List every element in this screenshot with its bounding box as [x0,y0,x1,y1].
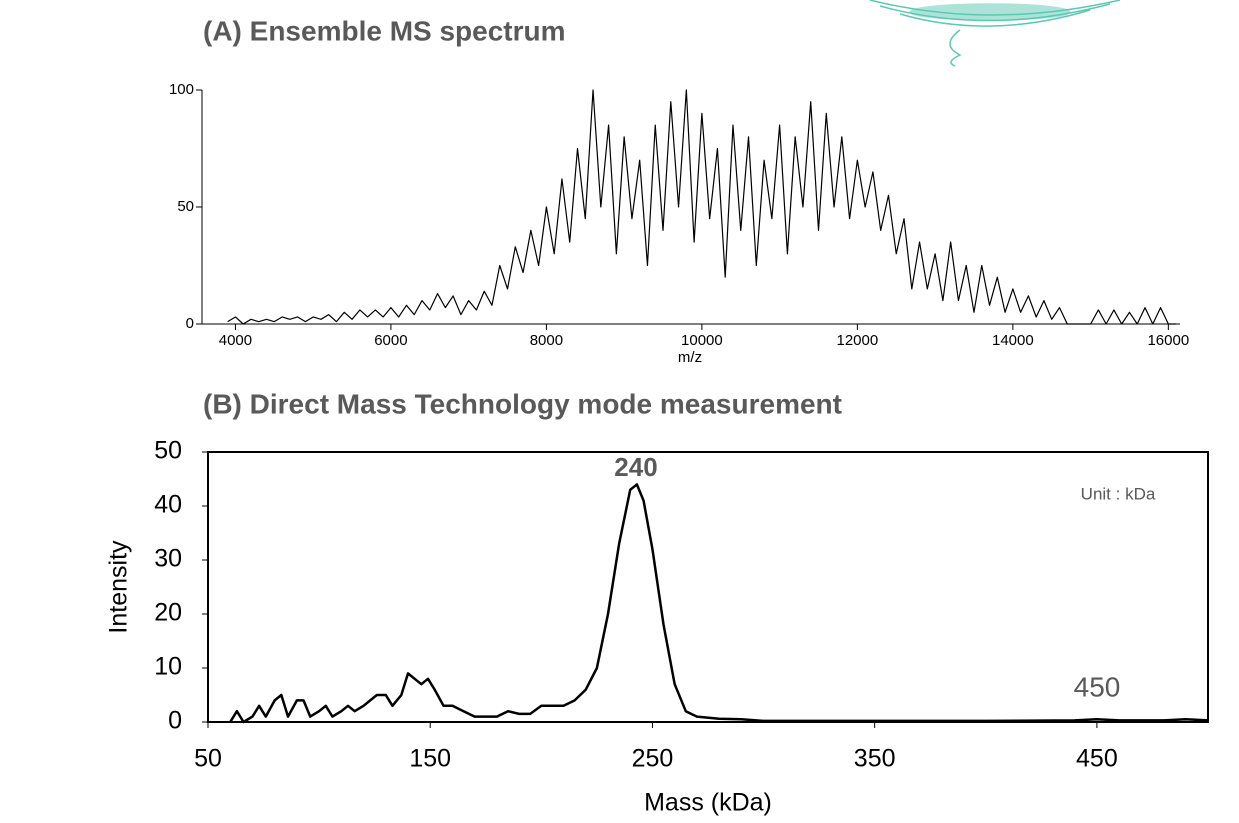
y-tick-label: 10 [154,653,182,681]
x-tick-label: 350 [854,745,896,773]
y-tick-label: 50 [177,198,194,215]
x-tick-label: 10000 [681,332,723,349]
x-tick-label: 4000 [219,332,252,349]
x-tick-label: 8000 [530,332,563,349]
data-line [229,483,1209,724]
y-tick-label: 30 [154,545,182,573]
x-tick-label: 50 [194,745,222,773]
annotation: 240 [614,452,657,482]
x-tick-label: 14000 [992,332,1034,349]
annotation: 450 [1074,671,1121,702]
y-tick-label: 0 [168,707,182,735]
data-line [227,89,1177,325]
x-axis-label: m/z [678,349,702,366]
y-tick-label: 20 [154,599,182,627]
decoration [869,0,1121,67]
y-tick-label: 50 [154,437,182,465]
y-tick-label: 40 [154,491,182,519]
x-tick-label: 150 [409,745,451,773]
x-tick-label: 250 [632,745,674,773]
panel-title: (B) Direct Mass Technology mode measurem… [203,388,842,419]
plot-frame [207,451,1209,723]
panel-title: (A) Ensemble MS spectrum [203,15,566,46]
y-tick-label: 0 [186,315,194,332]
x-axis-label: Mass (kDa) [644,789,772,817]
x-tick-label: 450 [1076,745,1118,773]
x-tick-label: 12000 [837,332,879,349]
x-tick-label: 16000 [1147,332,1189,349]
annotation: Unit : kDa [1081,484,1156,503]
y-axis-label: Intensity [105,540,133,634]
x-tick-label: 6000 [374,332,407,349]
y-tick-label: 100 [169,81,194,98]
